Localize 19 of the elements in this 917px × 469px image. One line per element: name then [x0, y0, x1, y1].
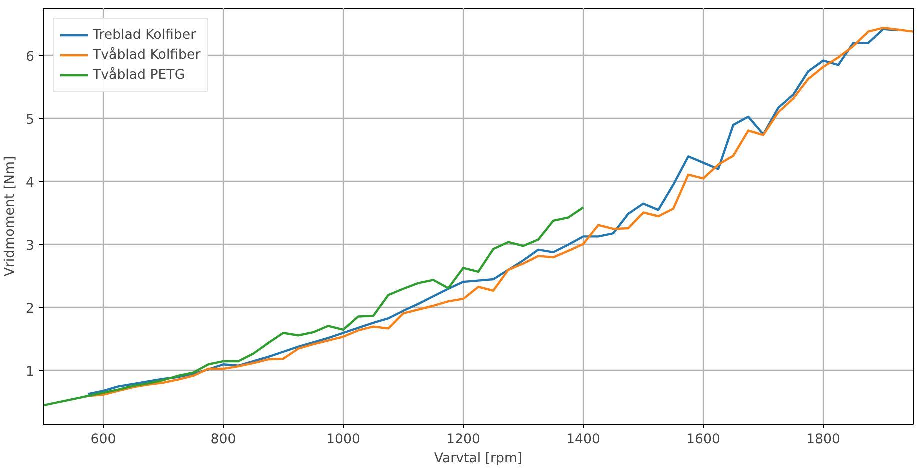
- y-tick-label: 5: [26, 112, 35, 128]
- x-axis-title: Varvtal [rpm]: [434, 452, 523, 466]
- legend-label: Tvåblad Kolfiber: [93, 48, 201, 62]
- y-tick-label: 3: [26, 238, 35, 254]
- line-series: [44, 206, 585, 407]
- y-tick-label: 2: [26, 302, 35, 317]
- y-axis-title: Vridmoment [Nm]: [3, 156, 18, 277]
- legend-label: Treblad Kolfiber: [93, 28, 196, 42]
- legend-label: Tvåblad PETG: [93, 68, 186, 82]
- x-tick-label: 1000: [326, 432, 360, 448]
- x-tick-label: 600: [90, 432, 116, 448]
- x-tick-label: 1600: [686, 432, 720, 448]
- x-tick-label: 1200: [446, 432, 480, 448]
- x-tick-label: 1800: [806, 432, 840, 448]
- y-tick-label: 6: [26, 50, 35, 65]
- x-tick-label: 800: [210, 432, 236, 448]
- y-tick-label: 4: [26, 176, 35, 191]
- x-tick-label: 1400: [566, 432, 600, 448]
- y-tick-label: 1: [26, 364, 35, 380]
